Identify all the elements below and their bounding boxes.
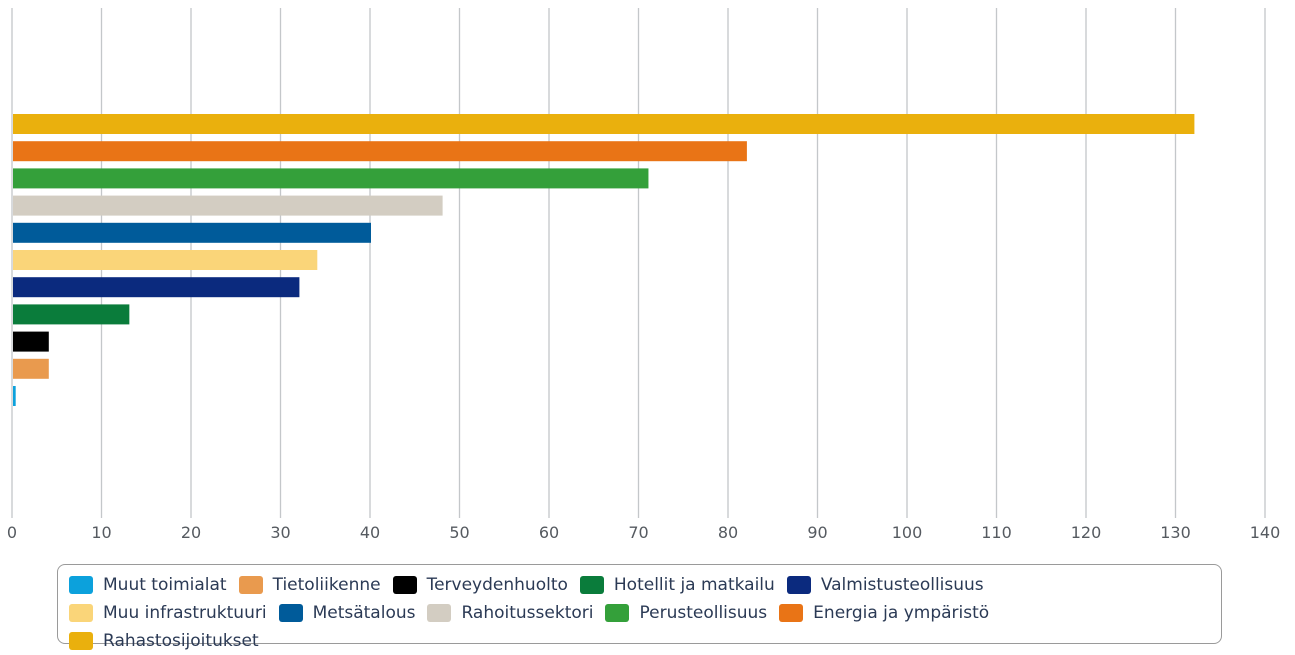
x-tick-label: 70 <box>628 523 648 542</box>
legend-label: Rahastosijoitukset <box>103 631 259 651</box>
legend-item[interactable]: Rahoitussektori <box>427 603 593 623</box>
x-tick-label: 10 <box>91 523 111 542</box>
x-tick-label: 140 <box>1250 523 1281 542</box>
legend-label: Terveydenhuolto <box>426 575 568 595</box>
legend-label: Tietoliikenne <box>272 575 381 595</box>
bar[interactable] <box>13 277 300 298</box>
x-tick-label: 120 <box>1071 523 1102 542</box>
legend-swatch <box>69 632 93 650</box>
x-tick-label: 90 <box>807 523 827 542</box>
legend-swatch <box>392 576 417 594</box>
x-tick-label: 100 <box>892 523 923 542</box>
legend-swatch <box>605 604 630 622</box>
x-tick-label: 60 <box>539 523 559 542</box>
legend-item[interactable]: Muu infrastruktuuri <box>69 603 267 623</box>
bar[interactable] <box>13 168 649 189</box>
x-tick-label: 80 <box>718 523 738 542</box>
legend-item[interactable]: Muut toimialat <box>69 575 227 595</box>
bar[interactable] <box>13 195 443 216</box>
grid-lines <box>11 8 1266 518</box>
legend-swatch <box>278 604 303 622</box>
x-tick-label: 130 <box>1160 523 1191 542</box>
legend-label: Energia ja ympäristö <box>813 603 990 623</box>
legend-label: Muut toimialat <box>103 575 227 595</box>
legend-item[interactable]: Terveydenhuolto <box>392 575 568 595</box>
legend-swatch <box>779 604 804 622</box>
bar[interactable] <box>13 114 1195 134</box>
legend: Muut toimialat Tietoliikenne Terveydenhuol… <box>57 564 1222 651</box>
legend-swatch <box>786 576 811 594</box>
legend-swatch <box>579 576 604 594</box>
bar[interactable] <box>13 386 16 406</box>
legend-swatch <box>69 604 93 622</box>
x-tick-label: 0 <box>7 523 17 542</box>
legend-label: Valmistusteollisuus <box>820 575 984 595</box>
legend-item[interactable]: Energia ja ympäristö <box>779 603 989 623</box>
legend-item[interactable]: Metsätalous <box>278 603 416 623</box>
x-tick-label: 30 <box>270 523 290 542</box>
x-axis-ticks: 0 10 20 30 40 50 60 70 80 90 100 110 120 130 140 <box>7 523 1280 542</box>
x-tick-label: 110 <box>981 523 1012 542</box>
legend-item[interactable]: Hotellit ja matkailu <box>579 575 775 595</box>
bar[interactable] <box>13 304 130 325</box>
legend-label: Metsätalous <box>312 603 416 623</box>
bar[interactable] <box>13 222 371 243</box>
legend-item[interactable]: Perusteollisuus <box>605 603 767 623</box>
legend-swatch <box>69 576 93 594</box>
bars <box>13 114 1195 406</box>
legend-item[interactable]: Valmistusteollisuus <box>786 575 984 595</box>
bar[interactable] <box>13 250 318 270</box>
legend-label: Muu infrastruktuuri <box>103 603 267 623</box>
bar[interactable] <box>13 358 49 379</box>
legend-row: Muu infrastruktuuri Metsätalous Rahoitusse… <box>69 599 1211 627</box>
legend-swatch <box>427 604 452 622</box>
legend-swatch <box>238 576 263 594</box>
x-tick-label: 40 <box>360 523 380 542</box>
legend-item[interactable]: Rahastosijoitukset <box>69 631 259 651</box>
x-tick-label: 20 <box>181 523 201 542</box>
bar[interactable] <box>13 331 49 352</box>
legend-label: Hotellit ja matkailu <box>613 575 775 595</box>
legend-row: Rahastosijoitukset <box>69 627 1211 655</box>
legend-label: Perusteollisuus <box>639 603 768 623</box>
x-tick-label: 50 <box>449 523 469 542</box>
bar[interactable] <box>13 141 747 162</box>
legend-label: Rahoitussektori <box>461 603 594 623</box>
legend-item[interactable]: Tietoliikenne <box>238 575 381 595</box>
legend-row: Muut toimialat Tietoliikenne Terveydenhuol… <box>69 571 1211 599</box>
